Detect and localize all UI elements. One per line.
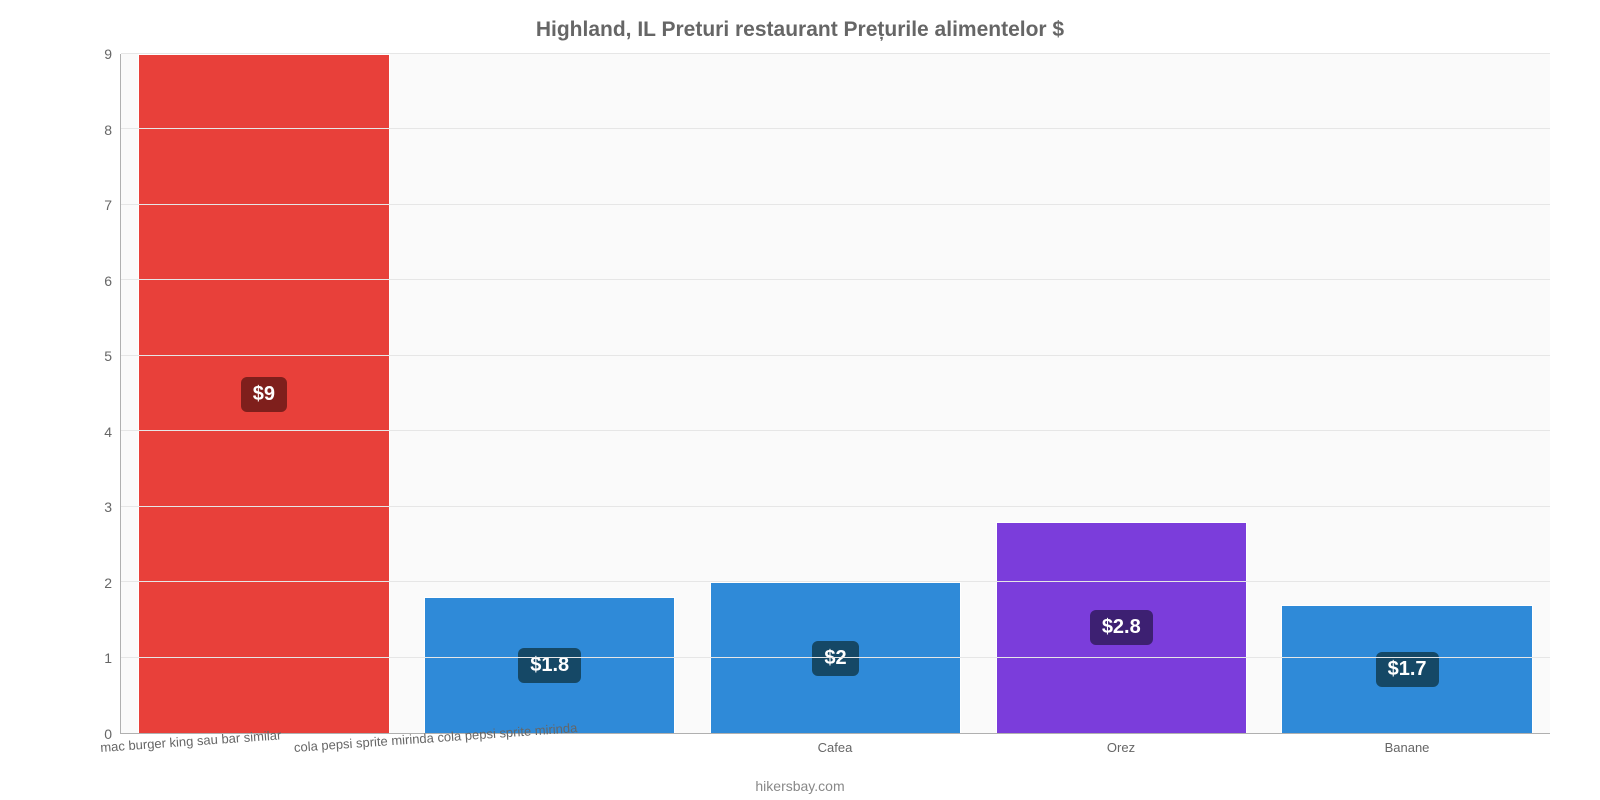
bar-slot: $1.8 [407,54,693,733]
credit-text: hikersbay.com [0,778,1600,794]
gridline [121,53,1550,54]
y-tick-label: 7 [104,197,112,213]
gridline [121,506,1550,507]
bar-slot: $2.8 [978,54,1264,733]
chart-title: Highland, IL Preturi restaurant Prețuril… [10,18,1590,42]
bar-slot: $1.7 [1264,54,1550,733]
y-tick-label: 6 [104,273,112,289]
bar: $1.7 [1281,605,1533,733]
x-tick-label: Banane [1385,740,1430,755]
y-axis: 0123456789 [10,54,120,734]
gridline [121,204,1550,205]
y-tick-label: 3 [104,499,112,515]
y-tick-label: 8 [104,122,112,138]
plot-area: $9 $1.8 $2 $2.8 $1.7 [120,54,1550,734]
x-axis: mac burger king sau bar similarcola peps… [120,734,1550,784]
plot-outer: 0123456789 $9$1.8$2$2.8$1.7 [10,54,1590,734]
y-tick-label: 9 [104,46,112,62]
bar-value-badge: $1.8 [518,648,581,683]
x-tick-label: Orez [1107,740,1135,755]
bar-value-badge: $2.8 [1090,610,1153,645]
bar-slot: $2 [693,54,979,733]
bar-value-badge: $2 [812,641,858,676]
gridline [121,128,1550,129]
gridline [121,581,1550,582]
y-tick-label: 2 [104,575,112,591]
bar: $2.8 [996,522,1248,733]
x-slot: Banane [1264,734,1550,784]
bar: $1.8 [424,597,676,733]
bar: $2 [710,582,962,733]
bar-value-badge: $9 [241,377,287,412]
bar-slot: $9 [121,54,407,733]
bar-chart: Highland, IL Preturi restaurant Prețuril… [0,0,1600,800]
y-tick-label: 5 [104,348,112,364]
x-slot: Orez [978,734,1264,784]
x-tick-label: Cafea [818,740,853,755]
y-tick-label: 1 [104,650,112,666]
bar: $9 [138,54,390,733]
gridline [121,657,1550,658]
gridline [121,355,1550,356]
y-tick-label: 4 [104,424,112,440]
x-slot: Cafea [692,734,978,784]
x-slot: cola pepsi sprite mirinda cola pepsi spr… [406,734,692,784]
bars-row: $9 $1.8 $2 $2.8 $1.7 [121,54,1550,733]
gridline [121,279,1550,280]
gridline [121,430,1550,431]
